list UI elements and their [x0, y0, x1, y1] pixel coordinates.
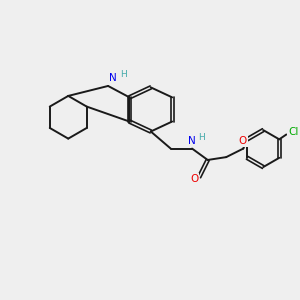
Text: H: H [198, 133, 205, 142]
Text: H: H [120, 70, 127, 79]
Text: N: N [109, 73, 117, 83]
Text: Cl: Cl [289, 127, 299, 136]
Text: N: N [188, 136, 195, 146]
Text: O: O [238, 136, 247, 146]
Text: O: O [190, 174, 198, 184]
